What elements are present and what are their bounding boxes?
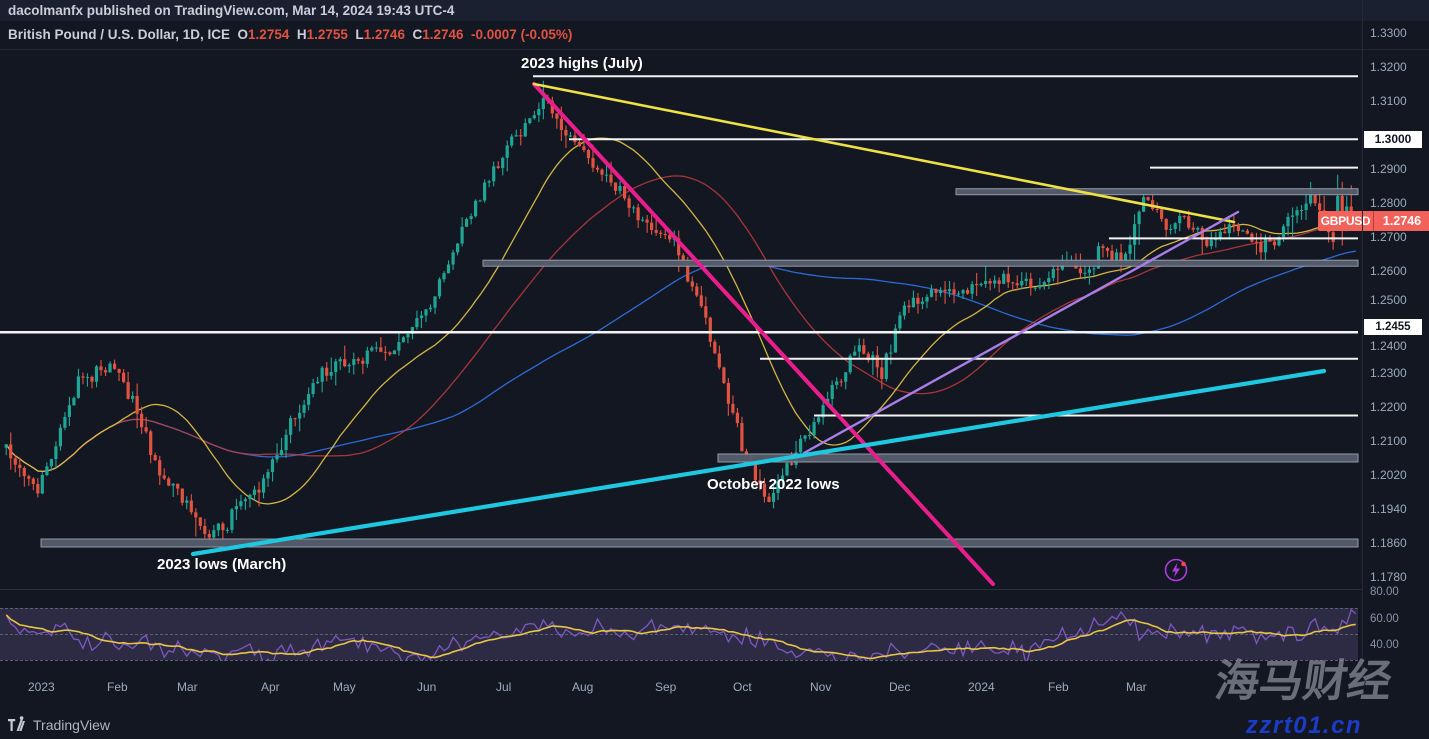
svg-text:2023 highs (July): 2023 highs (July) xyxy=(521,55,643,72)
svg-text:October 2022 lows: October 2022 lows xyxy=(707,476,840,493)
svg-text:2023 lows (March): 2023 lows (March) xyxy=(157,556,286,573)
